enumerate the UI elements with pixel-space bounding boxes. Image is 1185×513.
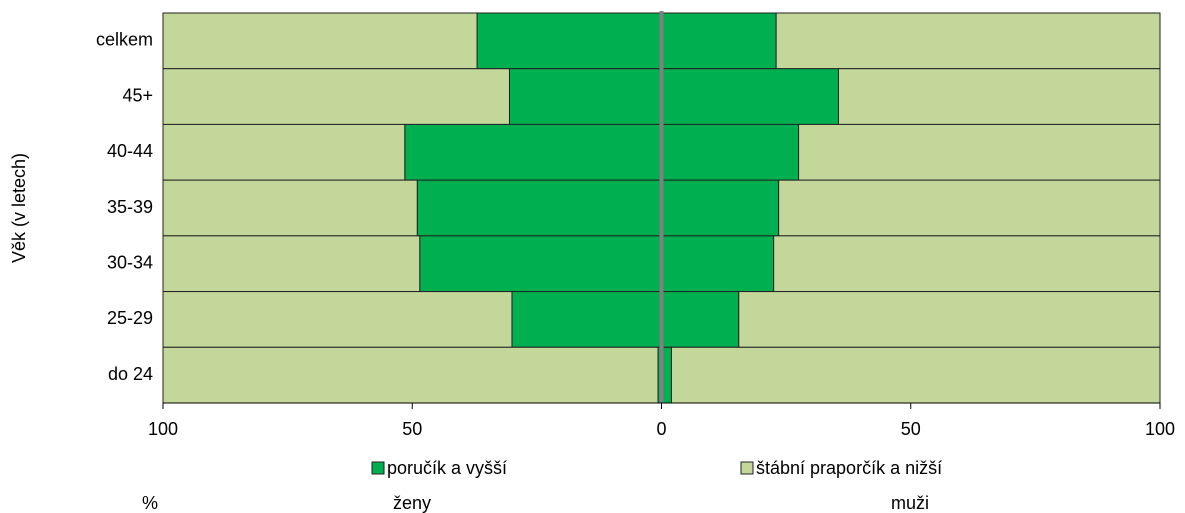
y-axis-label: Věk (v letech) — [9, 153, 29, 263]
y-tick-label: do 24 — [108, 364, 153, 384]
bar-segment — [661, 291, 740, 348]
panel-label: ženy — [393, 493, 431, 513]
bar-segment — [798, 123, 1161, 181]
bar-segment — [162, 179, 418, 237]
bar-segment — [775, 12, 1161, 70]
y-tick-label: 45+ — [122, 85, 153, 105]
bar-segment — [162, 291, 513, 348]
bar-segment — [837, 68, 1161, 125]
bar-segment — [162, 12, 478, 70]
bar-segment — [508, 68, 662, 125]
legend-label: poručík a vyšší — [387, 458, 507, 478]
panel-label: muži — [891, 493, 929, 513]
legend-swatch — [740, 461, 754, 475]
bar-segment — [419, 235, 663, 293]
bar-segment — [661, 12, 777, 70]
legend-label: štábní praporčík a nižší — [756, 458, 942, 478]
unit-label: % — [142, 493, 158, 513]
x-tick-label: 50 — [901, 419, 921, 439]
bar-segment — [404, 123, 662, 181]
x-tick-label: 100 — [1145, 419, 1175, 439]
bar-segment — [661, 235, 775, 293]
bar-segment — [738, 291, 1161, 348]
y-tick-label: 25-29 — [107, 308, 153, 328]
legend-swatch — [371, 461, 385, 475]
bar-segment — [773, 235, 1161, 293]
bar-segment — [162, 346, 659, 404]
y-tick-label: celkem — [96, 30, 153, 50]
x-tick-label: 0 — [656, 419, 666, 439]
bar-segment — [778, 179, 1161, 237]
bar-segment — [670, 346, 1161, 404]
bar-segment — [661, 123, 800, 181]
bar-segment — [162, 68, 510, 125]
x-tick-label: 100 — [148, 419, 178, 439]
bar-segment — [162, 235, 421, 293]
bar-segment — [416, 179, 662, 237]
bar-segment — [661, 68, 839, 125]
bar-segment — [162, 123, 406, 181]
y-tick-label: 35-39 — [107, 197, 153, 217]
y-tick-label: 40-44 — [107, 141, 153, 161]
bar-segment — [511, 291, 663, 348]
bar-segment — [476, 12, 662, 70]
y-tick-label: 30-34 — [107, 252, 153, 272]
bar-segment — [661, 179, 780, 237]
x-tick-label: 50 — [402, 419, 422, 439]
